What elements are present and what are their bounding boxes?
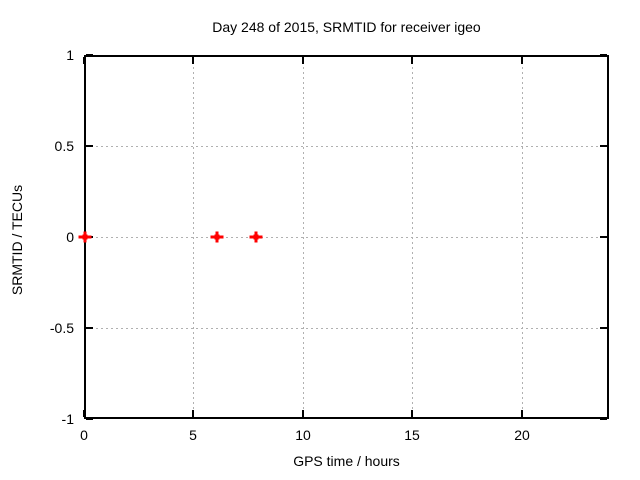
x-tick-mark bbox=[192, 57, 194, 64]
x-tick-label: 0 bbox=[80, 427, 88, 443]
x-tick-mark bbox=[411, 57, 413, 64]
x-axis-label: GPS time / hours bbox=[293, 453, 400, 469]
y-tick-label: 0.5 bbox=[54, 138, 74, 154]
x-tick-mark bbox=[83, 57, 85, 64]
horizontal-gridline bbox=[86, 146, 607, 147]
x-tick-mark bbox=[521, 410, 523, 417]
marker-center bbox=[253, 234, 259, 240]
x-tick-mark bbox=[302, 410, 304, 417]
data-point-marker bbox=[210, 231, 224, 243]
y-tick-label: 1 bbox=[66, 47, 74, 63]
marker-center bbox=[214, 234, 220, 240]
x-tick-label: 20 bbox=[514, 427, 530, 443]
chart-title: Day 248 of 2015, SRMTID for receiver ige… bbox=[212, 19, 481, 35]
y-tick-label: 0 bbox=[66, 229, 74, 245]
y-tick-mark bbox=[86, 327, 93, 329]
x-tick-mark bbox=[411, 410, 413, 417]
y-tick-mark bbox=[600, 327, 607, 329]
data-point-marker bbox=[78, 231, 92, 243]
horizontal-gridline bbox=[86, 237, 607, 238]
y-tick-mark bbox=[86, 418, 93, 420]
data-point-marker bbox=[249, 231, 263, 243]
x-tick-label: 10 bbox=[295, 427, 311, 443]
plot-area bbox=[78, 54, 609, 420]
y-tick-mark bbox=[600, 236, 607, 238]
y-tick-mark bbox=[600, 54, 607, 56]
marker-center bbox=[82, 234, 88, 240]
y-tick-mark bbox=[600, 418, 607, 420]
x-tick-label: 5 bbox=[189, 427, 197, 443]
x-tick-mark bbox=[192, 410, 194, 417]
y-tick-mark bbox=[600, 145, 607, 147]
x-tick-mark bbox=[302, 57, 304, 64]
x-tick-mark bbox=[83, 410, 85, 417]
y-tick-mark bbox=[86, 145, 93, 147]
x-tick-label: 15 bbox=[404, 427, 420, 443]
x-tick-mark bbox=[521, 57, 523, 64]
y-tick-mark bbox=[86, 54, 93, 56]
y-tick-label: -1 bbox=[61, 411, 74, 427]
y-tick-label: -0.5 bbox=[49, 320, 74, 336]
horizontal-gridline bbox=[86, 328, 607, 329]
